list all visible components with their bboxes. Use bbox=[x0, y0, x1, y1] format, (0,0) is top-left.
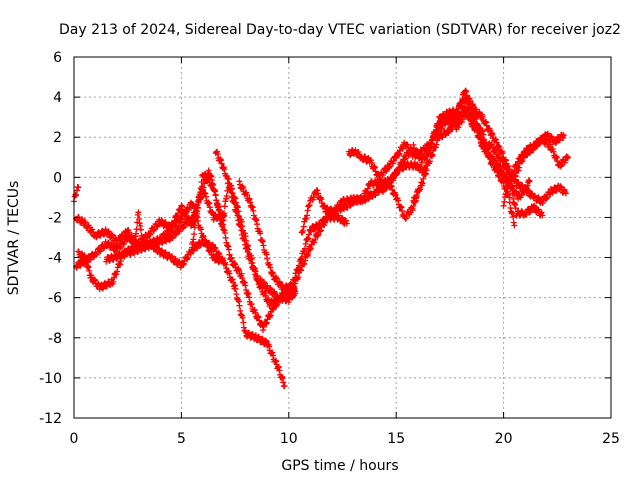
series-sat-7 bbox=[212, 148, 299, 305]
series-sat-2 bbox=[73, 186, 228, 271]
y-tick-label: 2 bbox=[53, 130, 62, 146]
y-tick-label: -6 bbox=[48, 291, 62, 307]
y-tick-label: -2 bbox=[48, 210, 62, 226]
x-tick-label: 20 bbox=[495, 431, 513, 447]
y-tick-label: -12 bbox=[39, 411, 62, 427]
x-tick-label: 15 bbox=[387, 431, 405, 447]
y-tick-label: -4 bbox=[48, 251, 62, 267]
data-marks bbox=[71, 87, 571, 390]
series-sat-11 bbox=[345, 87, 569, 206]
series-marks bbox=[345, 87, 569, 206]
gridlines bbox=[74, 57, 611, 418]
y-tick-label: -10 bbox=[39, 371, 62, 387]
y-axis-label: SDTVAR / TECUs bbox=[6, 181, 22, 296]
x-tick-label: 5 bbox=[177, 431, 186, 447]
x-tick-label: 0 bbox=[70, 431, 79, 447]
chart-title: Day 213 of 2024, Sidereal Day-to-day VTE… bbox=[59, 22, 621, 38]
axis-ticks bbox=[73, 56, 612, 419]
y-tick-label: 6 bbox=[53, 50, 62, 66]
x-tick-label: 10 bbox=[280, 431, 298, 447]
series-marks bbox=[212, 148, 299, 305]
y-tick-label: 4 bbox=[53, 90, 62, 106]
series-sat-15 bbox=[500, 130, 567, 209]
series-marks bbox=[500, 130, 567, 209]
y-tick-label: -8 bbox=[48, 331, 62, 347]
y-tick-label: 0 bbox=[53, 170, 62, 186]
series-sat-1 bbox=[71, 184, 82, 205]
series-marks bbox=[73, 186, 228, 271]
x-tick-label: 25 bbox=[602, 431, 620, 447]
plot-frame bbox=[73, 56, 612, 419]
axis-tick-labels: 0 5 10 15 20 25 -12 -10 -8 -6 -4 -2 0 2 4 6 bbox=[39, 50, 620, 447]
series-marks bbox=[71, 184, 82, 205]
x-axis-label: GPS time / hours bbox=[281, 458, 398, 474]
